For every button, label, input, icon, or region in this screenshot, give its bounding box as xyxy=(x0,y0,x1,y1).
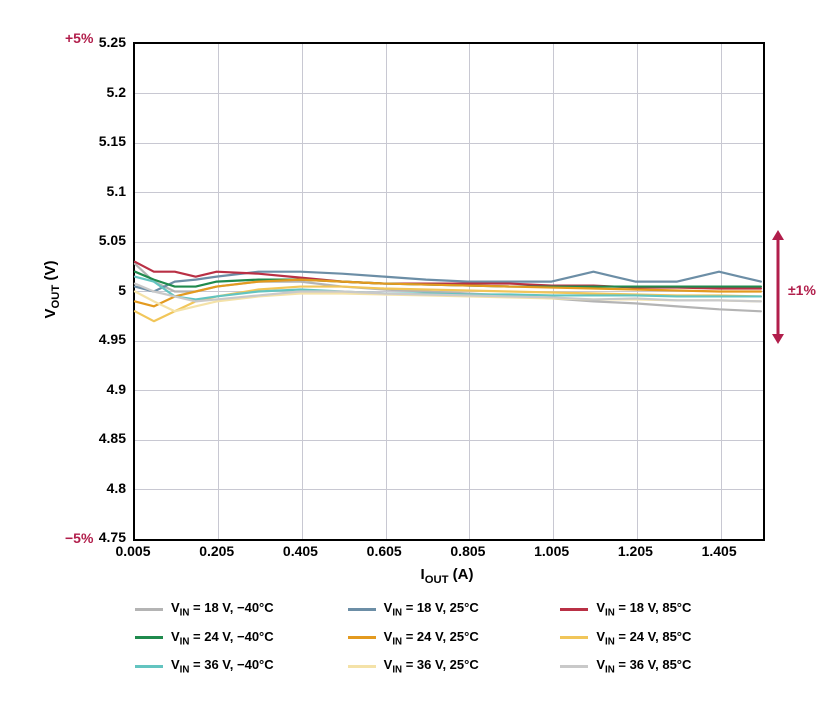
legend-item-s5: VIN = 24 V, 25°C xyxy=(348,629,479,648)
legend-label: VIN = 18 V, 25°C xyxy=(384,600,479,619)
x-tick-label: 1.405 xyxy=(689,543,749,559)
legend-item-s3: VIN = 18 V, 85°C xyxy=(560,600,691,619)
x-tick-label: 0.205 xyxy=(187,543,247,559)
y-tick-label: 4.85 xyxy=(66,430,126,446)
y-tick-label: 4.95 xyxy=(66,331,126,347)
legend-swatch xyxy=(135,608,163,611)
legend-label: VIN = 36 V, −40°C xyxy=(171,657,274,676)
annot-pm1: ±1% xyxy=(788,282,816,298)
legend-swatch xyxy=(348,608,376,611)
legend-item-s1: VIN = 18 V, −40°C xyxy=(135,600,274,619)
x-tick-label: 0.005 xyxy=(103,543,163,559)
legend-label: VIN = 24 V, 25°C xyxy=(384,629,479,648)
y-tick-label: 5.05 xyxy=(66,232,126,248)
legend-item-s4: VIN = 24 V, −40°C xyxy=(135,629,274,648)
legend-item-s8: VIN = 36 V, 25°C xyxy=(348,657,479,676)
x-tick-label: 0.405 xyxy=(270,543,330,559)
plot-area xyxy=(133,42,765,541)
legend-swatch xyxy=(560,636,588,639)
legend-swatch xyxy=(135,665,163,668)
legend-item-s9: VIN = 36 V, 85°C xyxy=(560,657,691,676)
x-tick-label: 0.605 xyxy=(354,543,414,559)
legend-swatch xyxy=(348,665,376,668)
legend-label: VIN = 18 V, −40°C xyxy=(171,600,274,619)
x-tick-label: 0.805 xyxy=(438,543,498,559)
legend-swatch xyxy=(135,636,163,639)
legend-item-s7: VIN = 36 V, −40°C xyxy=(135,657,274,676)
y-tick-label: 4.9 xyxy=(66,381,126,397)
legend: VIN = 18 V, −40°C VIN = 18 V, 25°C VIN = 1… xyxy=(135,600,763,676)
y-tick-label: 5.15 xyxy=(66,133,126,149)
chart-page: { "chart": { "type": "line", "background… xyxy=(0,0,831,704)
y-tick-label: 5 xyxy=(66,282,126,298)
x-tick-label: 1.005 xyxy=(522,543,582,559)
y-tick-label: 5.2 xyxy=(66,84,126,100)
y-tick-label: 4.8 xyxy=(66,480,126,496)
y-tick-label: 4.75 xyxy=(66,529,126,545)
annot-pm1-arrow xyxy=(768,230,788,344)
legend-label: VIN = 24 V, 85°C xyxy=(596,629,691,648)
legend-swatch xyxy=(348,636,376,639)
legend-label: VIN = 36 V, 25°C xyxy=(384,657,479,676)
x-tick-label: 1.205 xyxy=(605,543,665,559)
legend-swatch xyxy=(560,608,588,611)
y-tick-label: 5.25 xyxy=(66,34,126,50)
chart-series-svg xyxy=(135,44,763,539)
legend-swatch xyxy=(560,665,588,668)
x-axis-title: IOUT (A) xyxy=(133,566,761,586)
legend-label: VIN = 24 V, −40°C xyxy=(171,629,274,648)
legend-item-s2: VIN = 18 V, 25°C xyxy=(348,600,479,619)
legend-label: VIN = 18 V, 85°C xyxy=(596,600,691,619)
legend-label: VIN = 36 V, 85°C xyxy=(596,657,691,676)
y-tick-label: 5.1 xyxy=(66,183,126,199)
legend-item-s6: VIN = 24 V, 85°C xyxy=(560,629,691,648)
